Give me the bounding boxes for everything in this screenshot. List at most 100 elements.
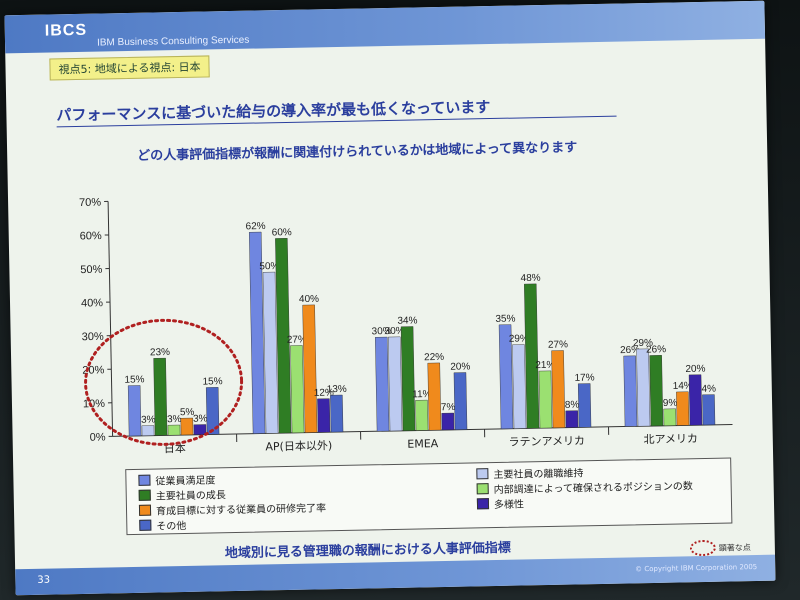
data-label: 9% — [663, 398, 678, 409]
data-label: 15% — [124, 374, 144, 385]
slide: IBCS IBM Business Consulting Services 視点… — [4, 0, 776, 596]
y-tick-label: 0% — [90, 431, 106, 443]
bar — [193, 424, 207, 435]
legend-swatch — [476, 468, 489, 480]
data-label: 14% — [673, 381, 693, 392]
bar — [551, 350, 566, 429]
data-label: 26% — [646, 344, 666, 355]
data-label: 13% — [327, 384, 347, 395]
legend-swatch — [476, 498, 490, 510]
legend-label: 内部調達によって確保されるポジションの数 — [493, 481, 693, 497]
bar — [275, 238, 292, 434]
highlight-note-label: 顕著な点 — [718, 542, 751, 553]
bar — [153, 357, 168, 436]
legend-label: 主要社員の離職維持 — [493, 468, 584, 482]
bar — [375, 336, 390, 432]
data-label: 30% — [385, 326, 405, 337]
legend-label: 多様性 — [493, 499, 525, 512]
y-axis — [107, 201, 114, 437]
bar — [290, 345, 305, 434]
data-label: 23% — [150, 347, 170, 358]
data-label: 7% — [441, 402, 456, 413]
bar — [538, 370, 553, 429]
data-label: 11% — [412, 389, 432, 400]
data-label: 22% — [424, 352, 444, 363]
bar — [453, 372, 468, 430]
legend-label: 従業員満足度 — [155, 475, 216, 488]
bar — [512, 344, 527, 429]
data-label: 34% — [397, 315, 417, 326]
highlight-note: 顕著な点 — [689, 539, 751, 557]
legend-swatch — [476, 483, 489, 495]
copyright: © Copyright IBM Corporation 2005 — [634, 563, 758, 574]
legend-label: 育成目標に対する従業員の研修完了率 — [155, 503, 327, 518]
bar — [649, 355, 664, 427]
bar — [623, 355, 638, 427]
bar — [663, 408, 677, 426]
category-label: 日本 — [164, 441, 186, 455]
bar — [636, 348, 651, 427]
bar — [400, 326, 416, 431]
bar — [565, 410, 579, 428]
data-label: 27% — [548, 339, 568, 350]
legend-item: 育成目標に対する従業員の研修完了率 — [138, 499, 327, 518]
legend-swatch — [139, 519, 152, 531]
data-label: 35% — [495, 314, 515, 325]
page-number: 33 — [37, 574, 51, 586]
y-tick-label: 30% — [82, 331, 104, 343]
legend-label: 主要社員の成長 — [155, 490, 226, 503]
legend-swatch — [138, 474, 151, 486]
legend-item: 内部調達によって確保されるポジションの数 — [476, 477, 693, 497]
bar — [577, 383, 592, 428]
bar — [688, 374, 703, 426]
data-label: 3% — [193, 413, 208, 424]
data-label: 29% — [509, 333, 529, 344]
data-label: 60% — [272, 227, 292, 238]
bar — [249, 231, 266, 434]
data-label: 27% — [287, 334, 307, 345]
category-label: AP(日本以外) — [265, 438, 332, 453]
data-label: 20% — [450, 361, 470, 372]
y-tick-label: 50% — [80, 264, 102, 276]
bar — [317, 398, 331, 433]
data-label: 15% — [202, 376, 222, 387]
bar — [702, 394, 716, 426]
bar — [180, 417, 194, 436]
data-label: 4% — [701, 384, 716, 395]
chart-legend: 従業員満足度 主要社員の離職維持主要社員の成長 内部調達によって確保されるポジション… — [125, 457, 733, 536]
bar — [205, 387, 220, 435]
category-label: 北アメリカ — [643, 432, 698, 446]
bar — [441, 412, 455, 431]
legend-item: 多様性 — [476, 495, 525, 512]
bar — [498, 324, 514, 430]
data-label: 40% — [299, 294, 319, 305]
data-label: 12% — [314, 388, 334, 399]
data-label: 29% — [633, 338, 653, 349]
bar — [415, 399, 429, 431]
legend-swatch — [138, 489, 151, 501]
category-label: ラテンアメリカ — [508, 434, 585, 448]
data-label: 17% — [574, 372, 594, 383]
legend-item: 主要社員の成長 — [138, 486, 226, 503]
bar — [524, 283, 540, 429]
data-label: 48% — [521, 273, 541, 284]
category-label: EMEA — [407, 437, 439, 451]
y-tick-label: 40% — [81, 297, 103, 309]
y-tick-label: 70% — [79, 197, 101, 209]
dotted-oval-icon — [689, 539, 717, 557]
legend-swatch — [138, 504, 152, 516]
bar — [127, 385, 142, 437]
bar — [262, 271, 279, 434]
bar — [167, 424, 181, 436]
y-tick-label: 60% — [80, 230, 102, 242]
bar — [330, 394, 344, 433]
bar-chart: 0%10%20%30%40%50%60%70%15%3%23%3%5%3%15%… — [79, 197, 733, 455]
data-label: 8% — [565, 400, 580, 411]
data-label: 3% — [141, 414, 156, 425]
bar — [388, 336, 403, 432]
data-label: 3% — [167, 414, 182, 425]
data-label: 20% — [685, 364, 705, 375]
data-label: 21% — [535, 360, 555, 371]
bar — [427, 362, 442, 431]
